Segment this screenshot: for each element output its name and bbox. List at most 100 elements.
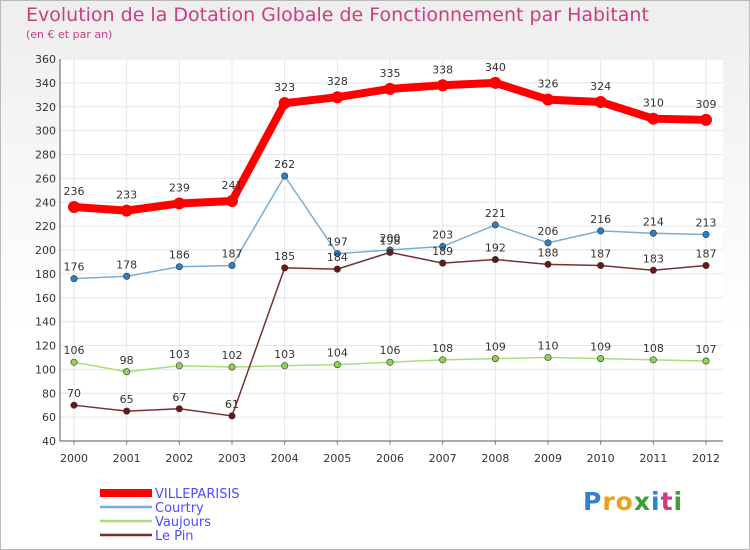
data-point-villeparisis [594,95,607,108]
data-label-le-pin: 187 [696,248,717,261]
data-point-courtry [702,230,710,238]
x-tick-label: 2010 [587,452,615,465]
data-point-courtry [544,239,552,247]
data-label-vaujours: 108 [643,342,664,355]
data-point-le-pin [649,266,657,274]
x-tick-label: 2006 [376,452,404,465]
data-point-villeparisis [226,195,238,208]
data-point-vaujours [281,362,289,370]
data-label-villeparisis: 309 [696,98,717,111]
y-tick-label: 80 [42,387,56,400]
data-point-villeparisis [120,204,133,217]
data-label-villeparisis: 323 [274,81,295,94]
data-label-vaujours: 110 [538,339,559,352]
data-label-courtry: 200 [380,232,401,245]
data-point-le-pin [281,264,289,272]
y-tick-label: 360 [35,53,56,66]
data-label-le-pin: 70 [67,387,81,400]
data-point-le-pin [123,407,131,415]
data-label-villeparisis: 233 [116,189,137,202]
chart-title: Evolution de la Dotation Globale de Fonc… [26,4,649,26]
data-point-vaujours [649,356,657,364]
proxiti-logo: Proxiti [583,487,683,516]
x-tick-label: 2005 [323,452,351,465]
x-tick-label: 2000 [60,452,88,465]
data-label-villeparisis: 326 [538,78,559,91]
data-point-villeparisis [331,91,344,104]
data-point-le-pin [386,248,394,256]
y-tick-label: 180 [35,268,56,281]
x-tick-label: 2002 [165,452,193,465]
data-point-villeparisis [647,112,660,125]
data-point-villeparisis [278,97,291,110]
data-label-villeparisis: 236 [64,185,85,198]
data-point-vaujours [175,362,183,370]
data-label-courtry: 187 [222,248,243,261]
data-point-vaujours [333,361,341,369]
y-tick-label: 160 [35,292,56,305]
data-label-courtry: 262 [274,158,295,171]
data-label-courtry: 186 [169,249,190,262]
legend-label-villeparisis: VILLEPARISIS [155,487,240,502]
data-label-vaujours: 103 [274,348,295,361]
data-point-le-pin [175,405,183,413]
x-tick-label: 2004 [271,452,299,465]
data-point-courtry [228,262,236,270]
data-point-vaujours [439,356,447,364]
logo-letter: r [602,487,616,516]
data-label-le-pin: 65 [120,393,134,406]
data-point-le-pin [702,262,710,270]
data-point-villeparisis [68,201,80,214]
logo-letter: o [615,487,634,516]
data-label-le-pin: 188 [538,246,559,259]
data-label-le-pin: 61 [225,398,239,411]
data-point-villeparisis [173,197,186,210]
data-point-vaujours [386,358,394,366]
y-tick-label: 240 [35,196,56,209]
data-label-vaujours: 106 [380,344,401,357]
y-tick-label: 280 [35,149,56,162]
data-label-villeparisis: 338 [432,63,453,76]
x-tick-label: 2003 [218,452,246,465]
data-label-vaujours: 102 [222,349,243,362]
data-point-courtry [649,229,657,237]
data-point-le-pin [597,262,605,270]
data-point-le-pin [333,265,341,273]
data-label-le-pin: 183 [643,252,664,265]
data-label-villeparisis: 328 [327,75,348,88]
logo-letter: i [673,487,684,516]
data-label-vaujours: 107 [696,343,717,356]
data-label-vaujours: 104 [327,347,348,360]
data-point-vaujours [70,358,78,366]
data-point-vaujours [702,357,710,365]
data-point-villeparisis [384,82,396,95]
legend-label-vaujours: Vaujours [155,515,211,530]
data-label-courtry: 221 [485,207,506,220]
chart-subtitle: (en € et par an) [26,28,113,41]
data-point-le-pin [70,401,78,409]
data-point-courtry [70,275,78,283]
data-label-vaujours: 108 [432,342,453,355]
data-label-courtry: 203 [432,228,453,241]
y-tick-label: 320 [35,101,56,114]
data-point-courtry [491,221,499,229]
data-label-villeparisis: 239 [169,181,190,194]
data-point-vaujours [597,355,605,363]
data-point-vaujours [123,368,131,376]
data-point-vaujours [228,363,236,371]
data-point-villeparisis [436,79,449,92]
data-label-courtry: 206 [538,225,559,238]
data-point-courtry [333,250,341,258]
data-point-villeparisis [489,76,502,89]
data-label-vaujours: 106 [64,344,85,357]
y-tick-label: 40 [42,435,56,448]
data-label-vaujours: 109 [485,341,506,354]
logo-letter: x [633,487,651,516]
y-tick-label: 120 [35,340,56,353]
data-label-courtry: 213 [696,216,717,229]
data-label-le-pin: 67 [172,391,186,404]
data-point-courtry [175,263,183,271]
data-label-le-pin: 189 [432,245,453,258]
y-tick-label: 60 [42,411,56,424]
